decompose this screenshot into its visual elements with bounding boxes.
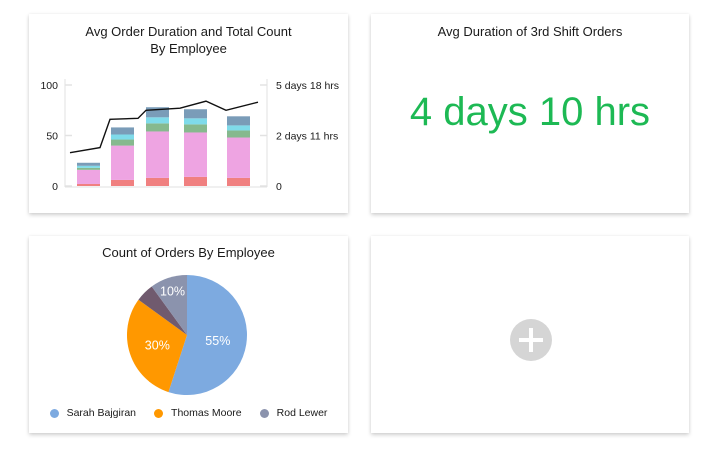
legend-label: Sarah Bajgiran xyxy=(66,407,137,419)
pie-chart-title: Count of Orders By Employee xyxy=(102,245,275,260)
legend-label: Rod Lewer xyxy=(276,407,328,419)
combo-chart-card[interactable]: Avg Order Duration and Total Count By Em… xyxy=(29,14,348,213)
bar-segment[interactable] xyxy=(77,165,100,168)
bar-segment[interactable] xyxy=(184,124,207,133)
combo-chart-plot: 0 0 50 2 days 11 hrs 100 5 days 18 hrs xyxy=(40,79,339,193)
bar-segment[interactable] xyxy=(77,162,100,166)
pie-chart-plot: 55% 30% 10% xyxy=(126,275,248,395)
pie-slice[interactable] xyxy=(126,299,187,393)
bar-segment[interactable] xyxy=(111,145,134,180)
kpi-value: 4 days 10 hrs xyxy=(409,90,651,134)
plus-circle-icon[interactable] xyxy=(510,319,552,361)
bar-segment[interactable] xyxy=(184,109,207,119)
legend-dot-icon xyxy=(49,408,59,418)
combo-chart-title-line2: By Employee xyxy=(150,41,227,56)
pie-chart-card[interactable]: Count of Orders By Employee 55% 30% 10% Sa… xyxy=(29,236,348,433)
pie-slice[interactable] xyxy=(151,275,187,335)
legend-dot-icon xyxy=(154,408,164,418)
bar-stack[interactable] xyxy=(146,107,169,186)
bar-segment[interactable] xyxy=(227,177,250,186)
bar-segment[interactable] xyxy=(184,176,207,186)
bar-stack[interactable] xyxy=(77,162,100,186)
y-axis-tick-label: 100 xyxy=(40,80,58,92)
kpi-card[interactable]: Avg Duration of 3rd Shift Orders 4 days … xyxy=(371,14,689,213)
bar-stack[interactable] xyxy=(184,109,207,186)
legend-item[interactable]: Rod Lewer xyxy=(259,407,328,419)
legend-label: Thomas Moore xyxy=(171,407,242,419)
combo-chart-title: Avg Order Duration and Total Count By Em… xyxy=(29,23,348,57)
bar-segment[interactable] xyxy=(111,134,134,140)
y2-axis-tick-label: 5 days 18 hrs xyxy=(276,80,339,92)
bar-segment[interactable] xyxy=(146,117,169,124)
bar-segment[interactable] xyxy=(227,125,250,131)
bar-segment[interactable] xyxy=(111,139,134,146)
legend-item[interactable]: Thomas Moore xyxy=(154,407,242,419)
bar-segment[interactable] xyxy=(111,179,134,186)
combo-chart-title-line1: Avg Order Duration and Total Count xyxy=(85,24,292,39)
bar-segment[interactable] xyxy=(184,118,207,125)
y-axis-tick-label: 0 xyxy=(52,181,58,193)
pie-slice-label: 10% xyxy=(160,284,185,298)
bar-segment[interactable] xyxy=(146,107,169,118)
pie-slice-label: 30% xyxy=(145,339,170,353)
bar-segment[interactable] xyxy=(77,167,100,170)
legend-dot-icon xyxy=(259,408,269,418)
bar-segment[interactable] xyxy=(77,183,100,186)
bar-segment[interactable] xyxy=(184,132,207,177)
bar-segment[interactable] xyxy=(146,131,169,178)
pie-slice[interactable] xyxy=(168,275,248,395)
bar-stack[interactable] xyxy=(227,116,250,186)
y2-axis-tick-label: 2 days 11 hrs xyxy=(276,131,338,143)
pie-slice-label: 55% xyxy=(205,334,230,348)
pie-legend: Sarah Bajgiran Thomas Moore Rod Lewer xyxy=(29,407,348,419)
bar-segment[interactable] xyxy=(227,116,250,126)
bar-segment[interactable] xyxy=(111,127,134,135)
bar-segment[interactable] xyxy=(227,130,250,138)
legend-item[interactable]: Sarah Bajgiran xyxy=(49,407,137,419)
bar-stack[interactable] xyxy=(111,127,134,186)
pie-slice[interactable] xyxy=(138,286,187,335)
y-axis-tick-label: 50 xyxy=(46,131,58,143)
kpi-title: Avg Duration of 3rd Shift Orders xyxy=(437,24,623,39)
y2-axis-tick-label: 0 xyxy=(276,181,282,193)
duration-line xyxy=(69,100,259,154)
bar-segment[interactable] xyxy=(146,123,169,132)
bar-segment[interactable] xyxy=(77,169,100,184)
empty-widget-card[interactable] xyxy=(371,236,689,433)
bar-segment[interactable] xyxy=(146,177,169,186)
bar-segment[interactable] xyxy=(227,137,250,178)
